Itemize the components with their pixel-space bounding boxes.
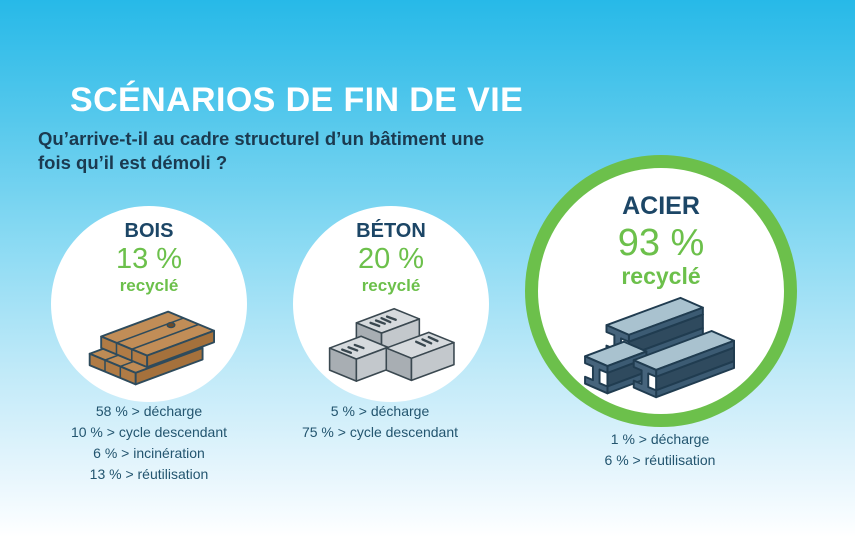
stat-line: 6 % > réutilisation (604, 452, 716, 468)
material-name: ACIER (622, 192, 700, 220)
material-name: BOIS (124, 220, 174, 242)
recycled-percent: 13 % (115, 243, 183, 275)
recycled-percent: 20 % (357, 243, 425, 275)
recycled-label: recyclé (119, 276, 179, 295)
recycled-label: recyclé (361, 276, 421, 295)
bois-stats-list: 58 % > décharge 10 % > cycle descendant … (24, 401, 274, 485)
stat-line: 1 % > décharge (610, 431, 710, 447)
material-circle-beton: BÉTON 20 % recyclé (293, 206, 489, 402)
acier-stats-list: 1 % > décharge 6 % > réutilisation (535, 429, 785, 471)
page-subtitle: Qu’arrive-t-il au cadre structurel d’un … (38, 128, 485, 174)
stat-line: 58 % > décharge (95, 403, 203, 419)
stat-line: 75 % > cycle descendant (301, 424, 459, 440)
beton-stats-list: 5 % > décharge 75 % > cycle descendant (255, 401, 505, 443)
recycled-percent: 93 % (617, 222, 705, 264)
recycled-label: recyclé (621, 263, 701, 289)
stat-line: 10 % > cycle descendant (70, 424, 228, 440)
stat-line: 13 % > réutilisation (89, 466, 209, 482)
material-name: BÉTON (356, 220, 426, 242)
material-circle-acier: ACIER 93 % recyclé (525, 155, 797, 427)
steel-beams-icon (584, 296, 736, 399)
page-title: SCÉNARIOS DE FIN DE VIE (70, 81, 524, 119)
concrete-blocks-icon (328, 307, 455, 382)
stat-line: 6 % > incinération (93, 445, 205, 461)
material-circle-bois: BOIS 13 % recyclé (51, 206, 247, 402)
wood-planks-icon (88, 310, 215, 386)
stat-line: 5 % > décharge (330, 403, 430, 419)
